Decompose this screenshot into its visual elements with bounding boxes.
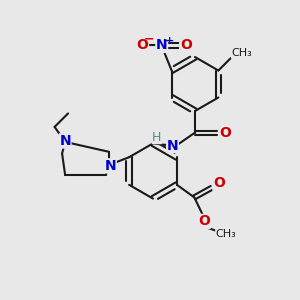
Text: N: N <box>59 134 71 148</box>
Text: CH₃: CH₃ <box>216 229 236 239</box>
Text: −: − <box>143 33 154 46</box>
Text: O: O <box>136 38 148 52</box>
Text: N: N <box>167 139 178 152</box>
Text: O: O <box>213 176 225 190</box>
Text: O: O <box>198 214 210 228</box>
Text: N: N <box>105 159 116 173</box>
Text: O: O <box>180 38 192 52</box>
Text: +: + <box>165 35 174 46</box>
Text: O: O <box>219 126 231 140</box>
Text: N: N <box>156 38 167 52</box>
Text: H: H <box>152 130 162 144</box>
Text: CH₃: CH₃ <box>231 48 252 58</box>
